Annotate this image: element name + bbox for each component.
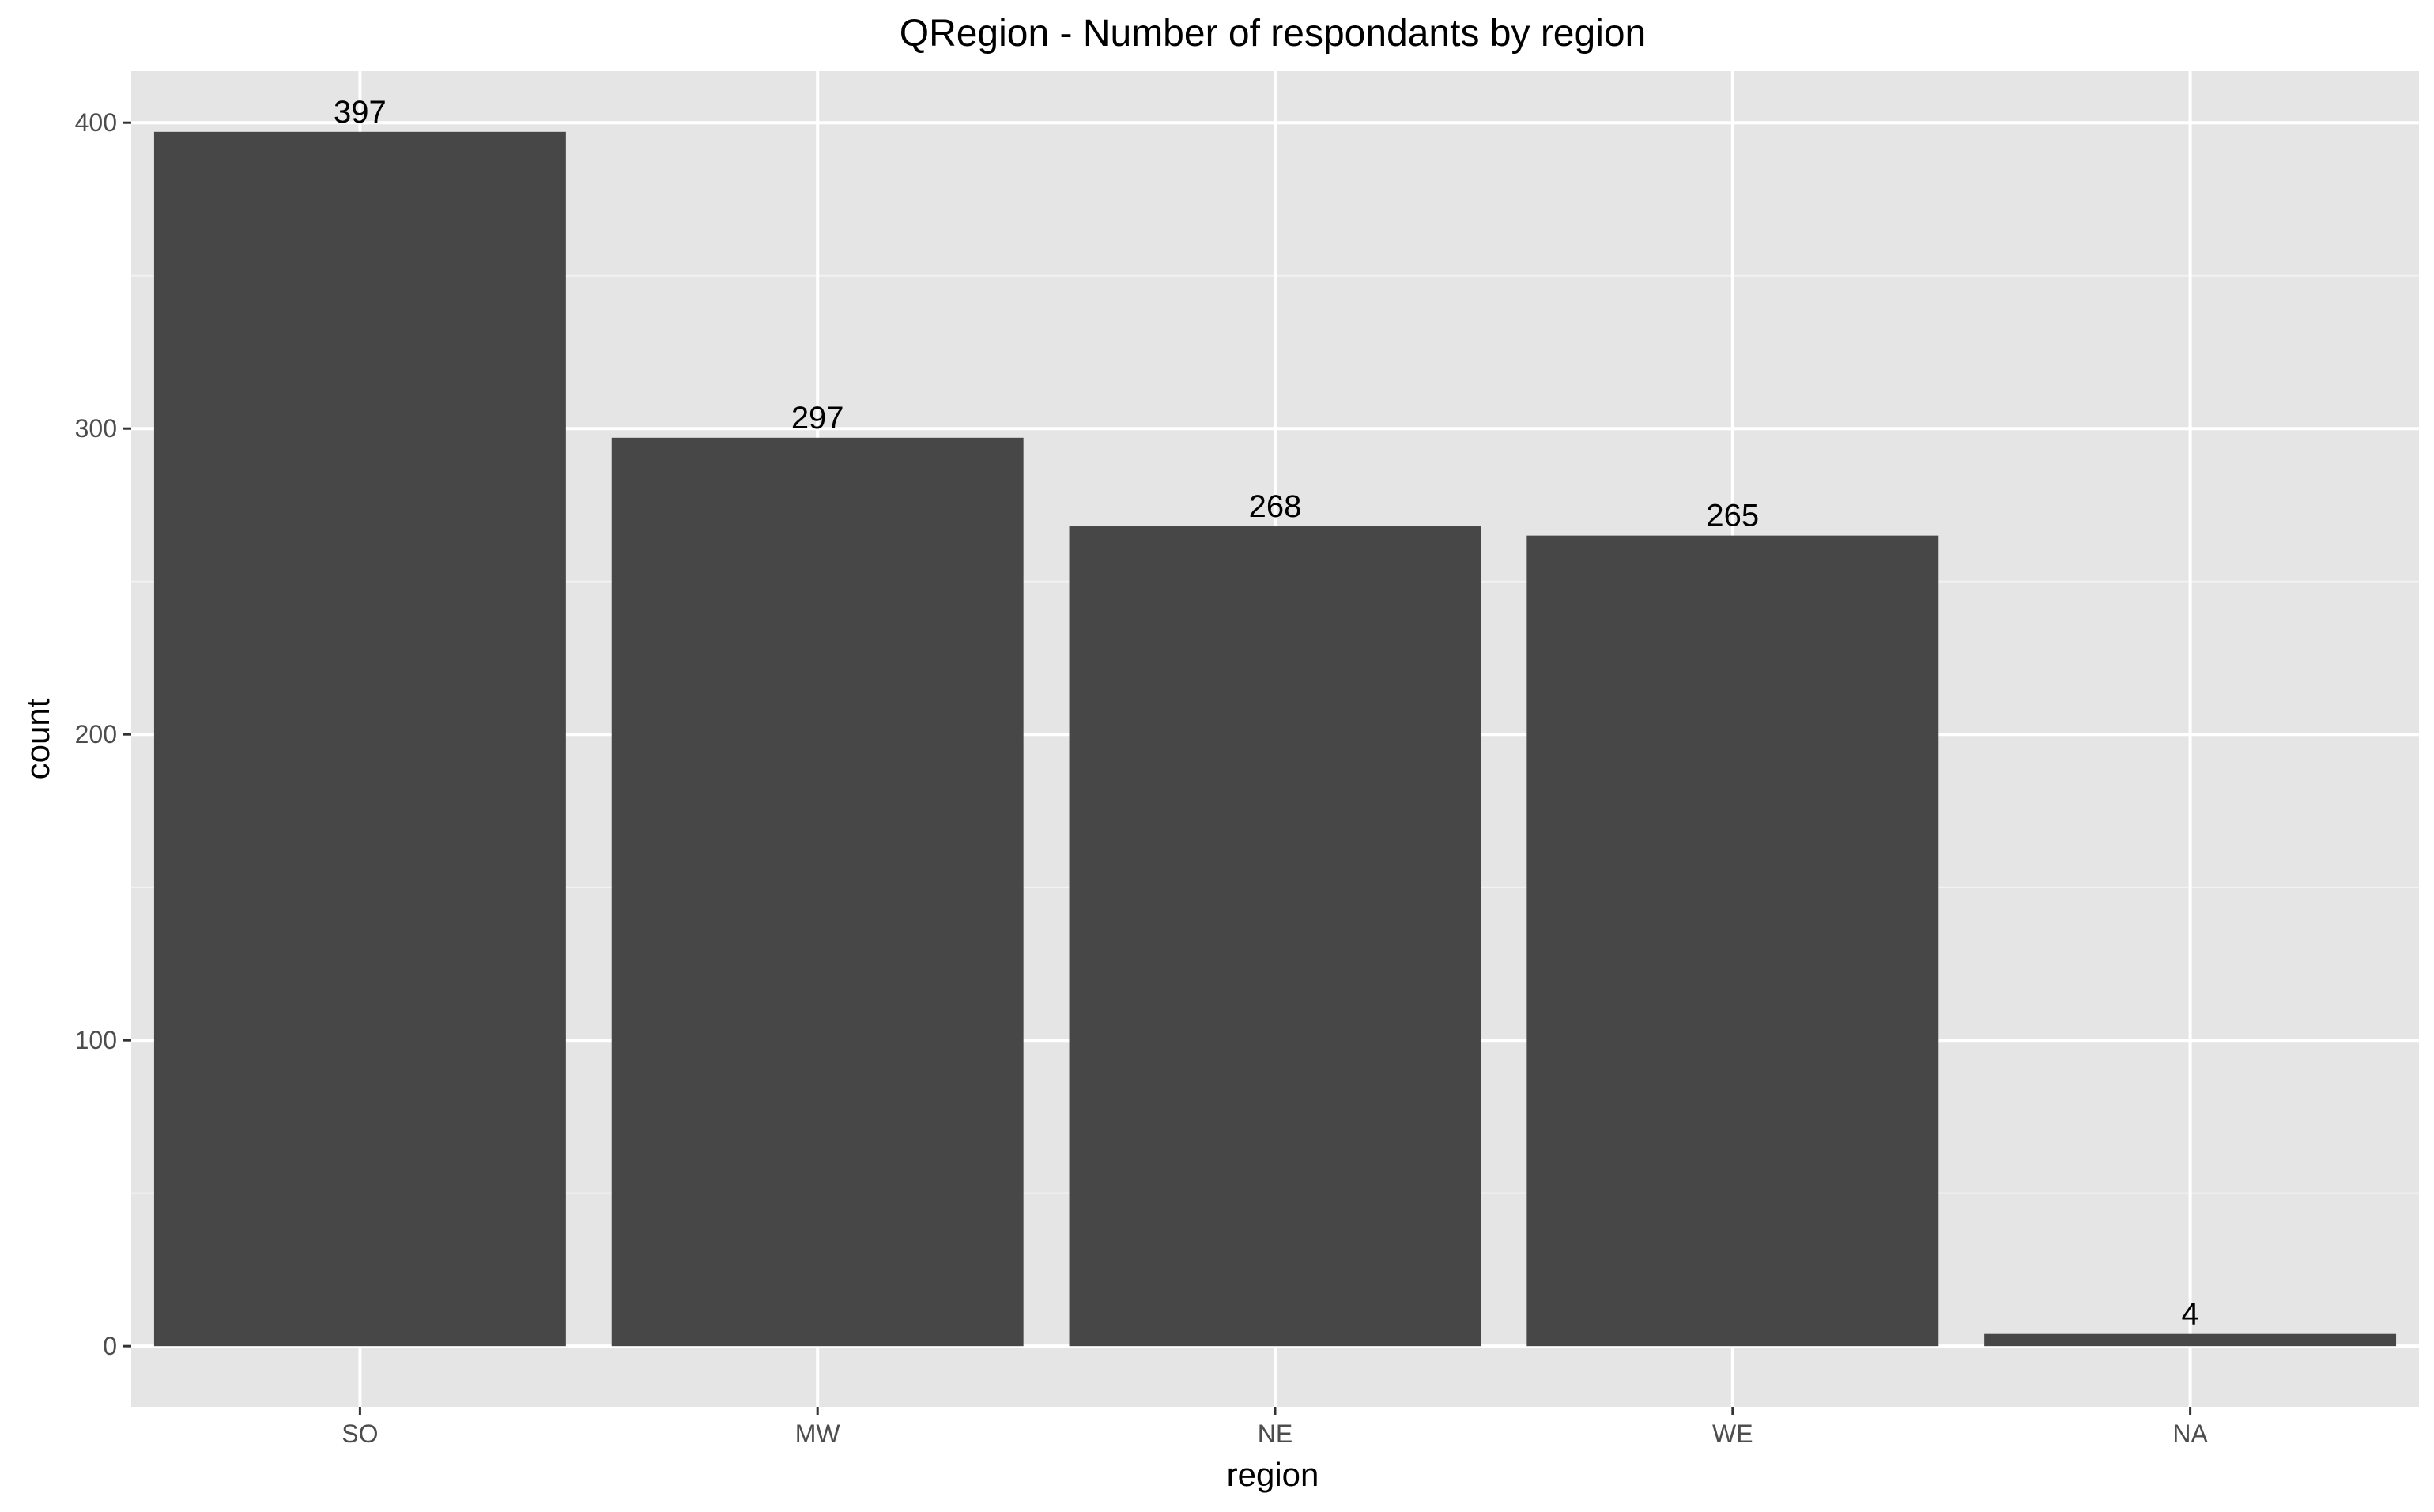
data-label: 265 [1706, 499, 1759, 534]
y-tick-label: 200 [75, 720, 117, 748]
bar-ne [1069, 526, 1481, 1347]
data-labels: 397 297 268 265 4 [334, 95, 2199, 1332]
data-label: 297 [791, 401, 844, 436]
chart-title: QRegion - Number of respondants by regio… [900, 13, 1647, 55]
y-tick-label: 400 [75, 108, 117, 137]
x-tick-label: WE [1712, 1420, 1753, 1448]
y-tick-label: 100 [75, 1026, 117, 1054]
y-axis-title: count [19, 698, 56, 779]
bar-na [1984, 1333, 2397, 1347]
x-tick-label: NE [1258, 1420, 1292, 1448]
bar-mw [611, 437, 1024, 1347]
y-tick-label: 0 [103, 1332, 117, 1360]
bar-we [1526, 535, 1939, 1347]
data-label: 397 [334, 95, 387, 130]
data-label: 268 [1249, 489, 1302, 524]
x-tick-label: SO [342, 1420, 378, 1448]
data-label: 4 [2181, 1297, 2198, 1332]
bar-so [153, 131, 566, 1347]
x-tick-label: NA [2172, 1420, 2208, 1448]
x-axis-title: region [1227, 1456, 1319, 1493]
bars [153, 131, 2397, 1347]
x-tick-label: MW [795, 1420, 841, 1448]
axes: 0 100 200 300 400 SO MW NE WE NA [75, 108, 2209, 1448]
y-tick-label: 300 [75, 414, 117, 443]
